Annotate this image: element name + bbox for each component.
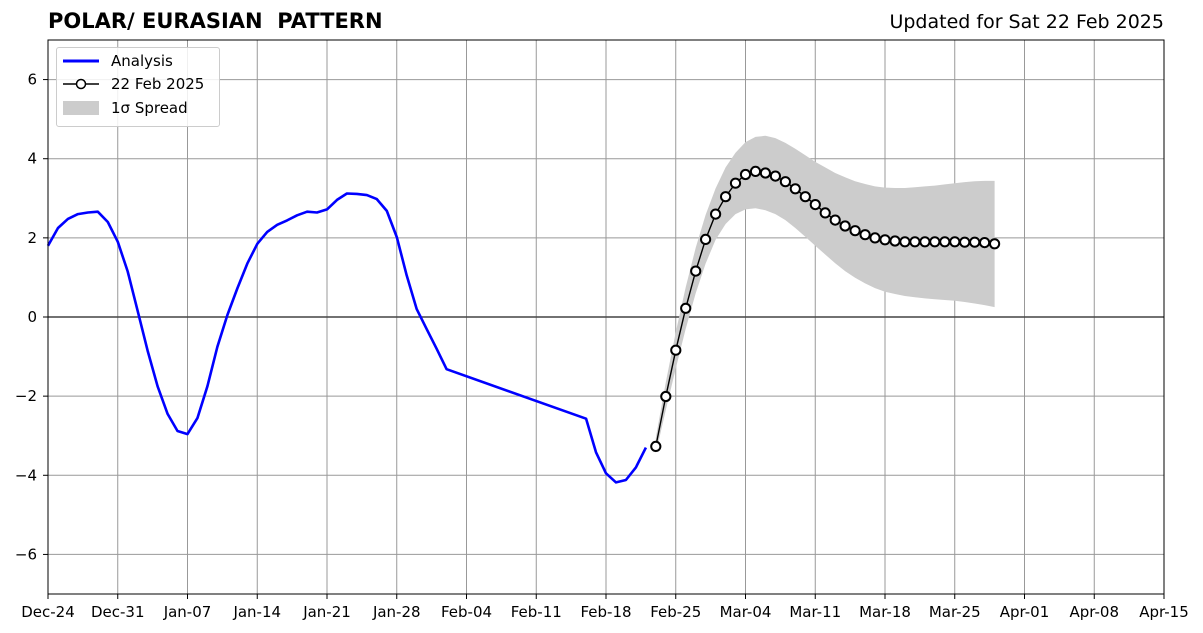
y-tick-label: −2 [15, 387, 37, 405]
forecast-point [720, 191, 732, 203]
y-tick-label: 4 [27, 150, 37, 168]
forecast-point [969, 236, 981, 248]
forecast-point [650, 440, 662, 452]
forecast-point [680, 302, 692, 314]
x-tick-label: Feb-04 [441, 603, 492, 621]
forecast-point [899, 236, 911, 248]
forecast-point [700, 233, 712, 245]
legend: Analysis 22 Feb 2025 1σ Spread [56, 47, 220, 127]
x-tick-label: Jan-28 [372, 603, 421, 621]
x-tick-label: Mar-04 [720, 603, 772, 621]
forecast-point [779, 176, 792, 188]
x-tick-label: Mar-18 [859, 603, 911, 621]
legend-label-analysis: Analysis [111, 52, 173, 70]
forecast-point [660, 390, 672, 403]
forecast-point [869, 232, 881, 244]
legend-marker-forecast-icon [63, 78, 99, 90]
x-tick-label: Jan-21 [302, 603, 351, 621]
forecast-point [759, 167, 772, 179]
x-tick-label: Jan-07 [163, 603, 212, 621]
y-tick-label: 6 [27, 71, 37, 89]
y-tick-label: −6 [15, 545, 37, 563]
updated-label: Updated for Sat 22 Feb 2025 [889, 11, 1164, 33]
forecast-point [919, 236, 931, 248]
spread-layer [655, 135, 995, 454]
spread-band [655, 135, 995, 454]
forecast-point [670, 344, 682, 356]
forecast-point [809, 199, 821, 211]
forecast-point [939, 236, 951, 248]
forecast-point [789, 183, 801, 195]
forecast-point [909, 236, 921, 248]
legend-label-forecast: 22 Feb 2025 [111, 75, 205, 93]
forecast-point [710, 208, 722, 220]
forecast-point [690, 265, 702, 277]
forecast-point [889, 235, 901, 247]
x-tick-label: Jan-14 [232, 603, 281, 621]
forecast-point [729, 177, 742, 189]
forecast-point [739, 168, 752, 181]
forecast-point [769, 170, 782, 182]
x-tick-label: Mar-25 [929, 603, 981, 621]
legend-line-analysis-icon [63, 59, 99, 63]
x-tick-label: Apr-15 [1139, 603, 1189, 621]
x-tick-label: Feb-11 [511, 603, 562, 621]
forecast-point [949, 236, 961, 248]
legend-item-analysis: Analysis [63, 51, 173, 71]
forecast-point [859, 229, 871, 241]
x-tick-label: Mar-11 [789, 603, 841, 621]
x-tick-label: Apr-01 [1000, 603, 1050, 621]
legend-patch-spread-icon [63, 101, 99, 115]
forecast-point [839, 220, 851, 232]
forecast-point [849, 225, 861, 237]
forecast-point [959, 236, 971, 248]
x-tick-label: Dec-31 [91, 603, 145, 621]
forecast-point [829, 214, 841, 226]
forecast-point [819, 207, 831, 219]
x-tick-label: Dec-24 [21, 603, 75, 621]
analysis-line [46, 192, 648, 484]
x-tick-label: Feb-25 [650, 603, 701, 621]
forecast-point [989, 238, 1001, 250]
forecast-point [799, 191, 811, 203]
legend-label-spread: 1σ Spread [111, 99, 188, 117]
series-layer [46, 165, 1001, 484]
x-tick-label: Feb-18 [580, 603, 631, 621]
tick-layer: Dec-24 Dec-31 Jan-07 Jan-14 Jan-21 Jan-28 Feb-… [15, 71, 1189, 621]
forecast-point [749, 165, 762, 177]
y-tick-label: 0 [27, 308, 37, 326]
forecast-point [879, 234, 891, 246]
x-tick-label: Apr-08 [1070, 603, 1120, 621]
legend-item-forecast: 22 Feb 2025 [63, 74, 204, 94]
y-tick-label: 2 [27, 229, 37, 247]
forecast-point [929, 236, 941, 248]
chart-title: POLAR/ EURASIAN PATTERN [48, 9, 383, 33]
legend-item-spread: 1σ Spread [63, 98, 188, 118]
y-tick-label: −4 [15, 466, 37, 484]
forecast-point [979, 237, 991, 249]
